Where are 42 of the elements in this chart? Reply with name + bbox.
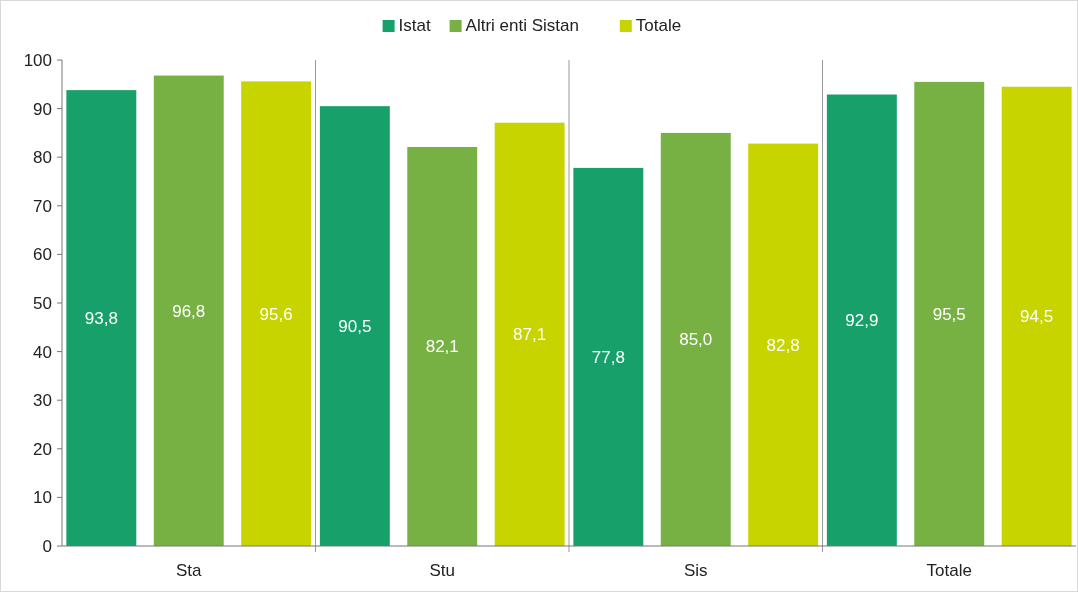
y-tick-label: 40 <box>33 342 52 362</box>
x-tick-label: Totale <box>926 561 972 580</box>
data-label: 77,8 <box>591 347 625 367</box>
y-tick-label: 80 <box>33 148 52 168</box>
x-tick-label: Stu <box>429 561 456 580</box>
bar <box>1001 86 1072 546</box>
bar <box>748 143 819 546</box>
data-label: 96,8 <box>172 301 206 321</box>
y-tick-label: 70 <box>33 196 52 216</box>
bar <box>66 90 137 546</box>
bar <box>573 167 644 546</box>
bar <box>494 122 565 546</box>
data-label: 87,1 <box>513 325 547 345</box>
legend-label: Totale <box>635 16 682 35</box>
y-tick-label: 0 <box>42 537 52 556</box>
y-tick-label: 100 <box>23 51 52 70</box>
data-label: 90,5 <box>338 317 372 337</box>
data-label: 82,8 <box>766 335 800 355</box>
data-label: 95,6 <box>259 304 293 324</box>
y-tick-label: 50 <box>33 294 52 313</box>
bar <box>914 81 985 546</box>
data-label: 93,8 <box>84 309 118 329</box>
bar <box>153 75 224 546</box>
x-tick-label: Sta <box>175 561 203 580</box>
y-tick-label: 10 <box>33 488 52 508</box>
data-label: 92,9 <box>845 311 879 331</box>
bar <box>319 106 390 546</box>
y-tick-label: 30 <box>33 391 52 411</box>
legend-label: Altri enti Sistan <box>465 16 579 35</box>
data-label: 94,5 <box>1020 307 1054 327</box>
x-tick-label: Sis <box>683 561 708 580</box>
legend-label: Istat <box>398 16 431 35</box>
data-label: 95,5 <box>932 304 966 324</box>
y-tick-label: 60 <box>33 245 52 265</box>
bar <box>826 94 897 546</box>
bar <box>407 146 478 546</box>
y-tick-label: 20 <box>33 439 52 459</box>
bar <box>241 81 312 546</box>
data-label: 82,1 <box>425 337 459 357</box>
y-tick-label: 90 <box>33 99 52 119</box>
bar <box>660 132 731 546</box>
data-label: 85,0 <box>679 330 713 350</box>
